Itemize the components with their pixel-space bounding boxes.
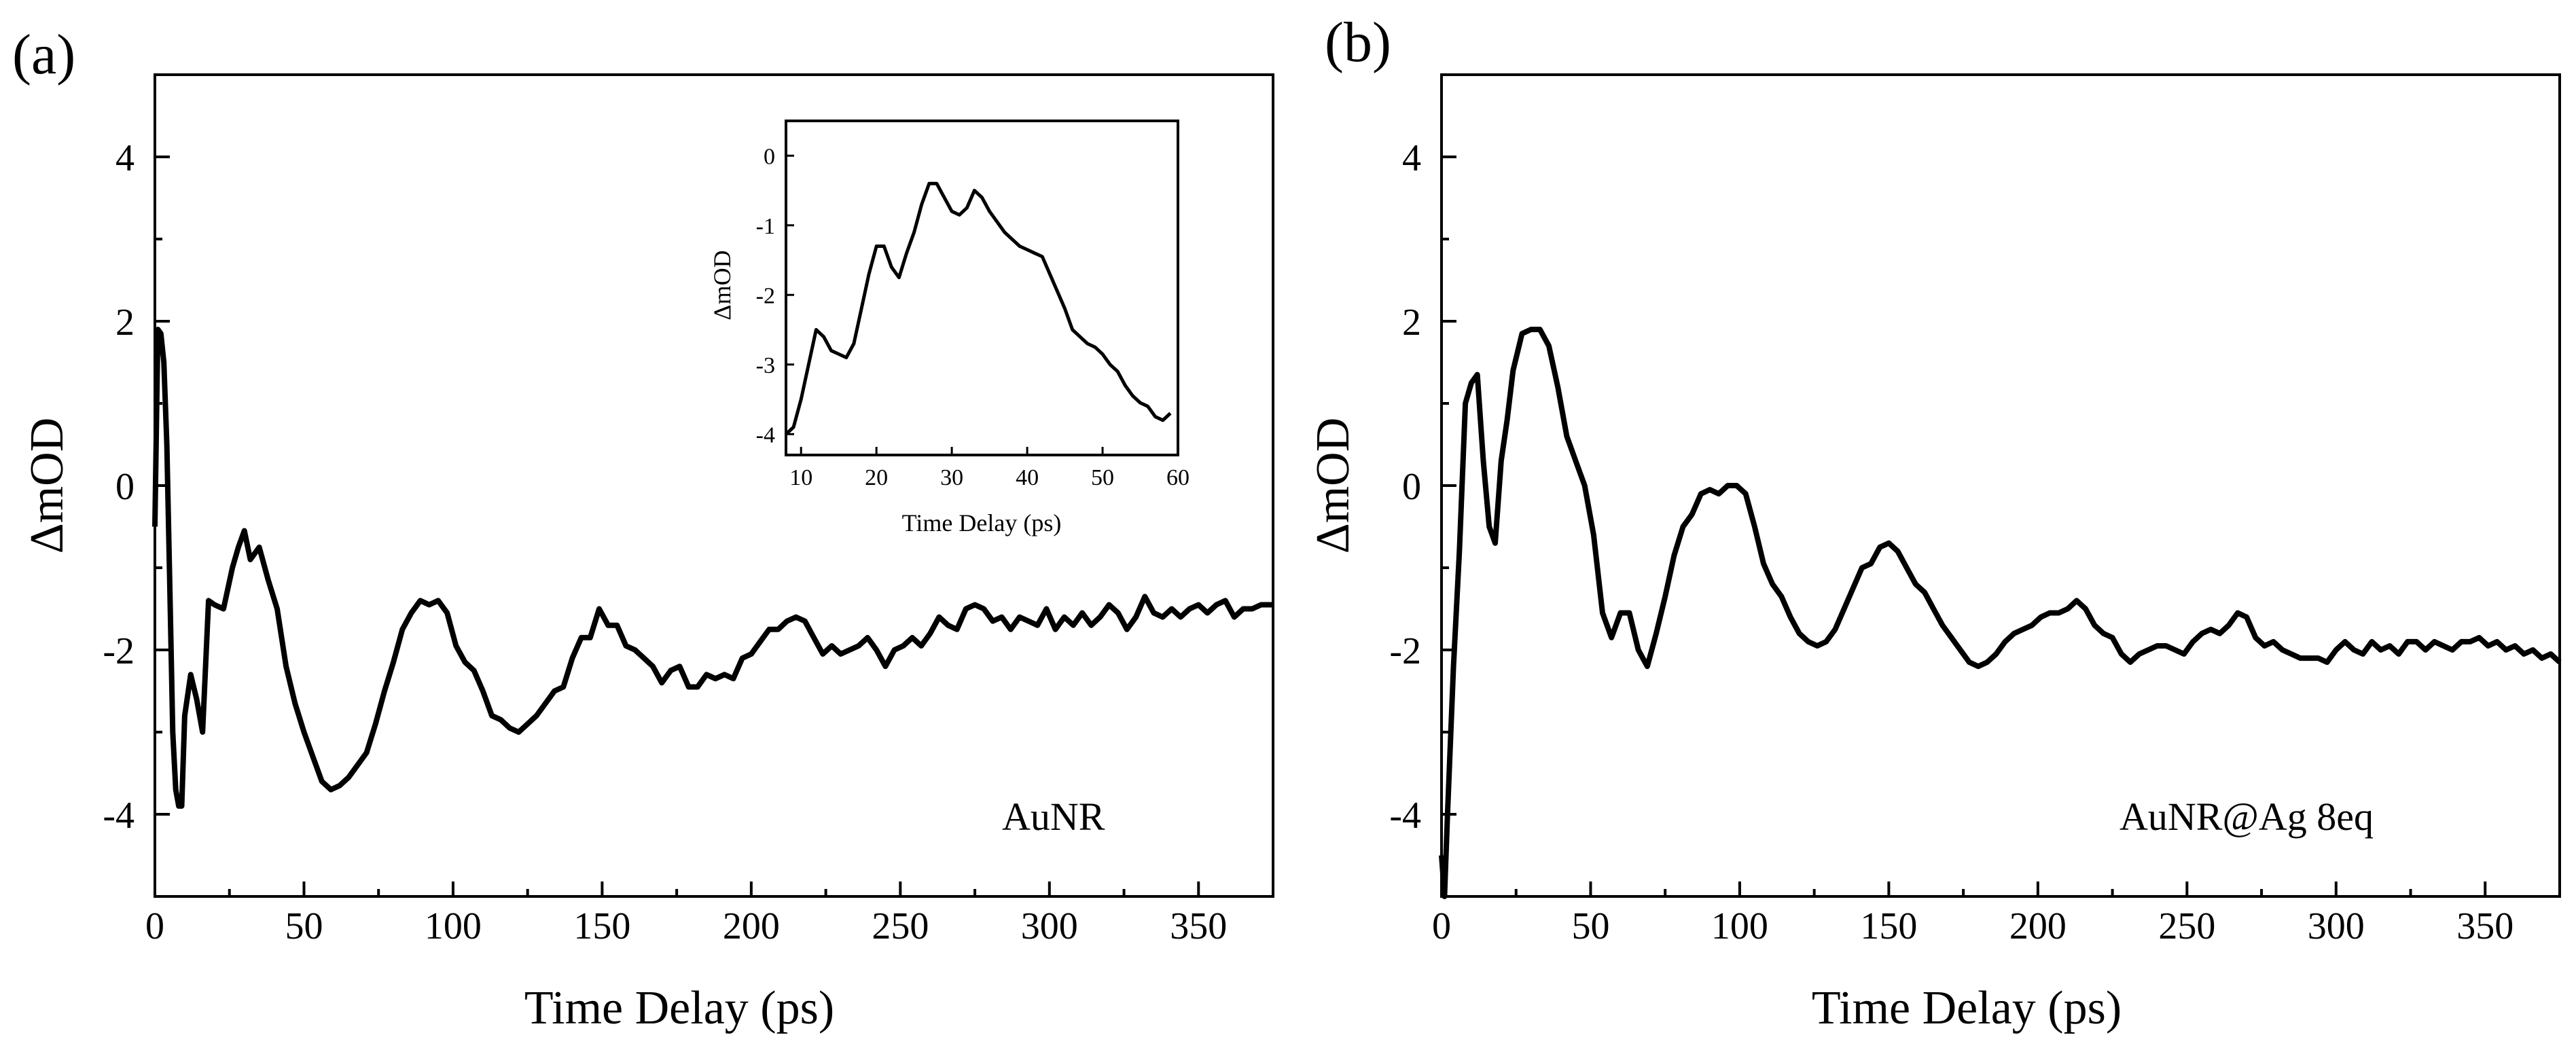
panel-b-data-line bbox=[1439, 327, 2562, 899]
panel-b-annotation: AuNR@Ag 8eq bbox=[2119, 795, 2374, 839]
inset-plot: 10 20 30 40 50 60 0 -1 -2 -3 -4 Time Delay (ps) Δ… bbox=[709, 120, 1189, 537]
panel-a-x-tick-label: 150 bbox=[573, 905, 630, 947]
panel-a-y-tick-label: 2 bbox=[115, 302, 135, 344]
panel-a-annotation: AuNR bbox=[1002, 795, 1105, 839]
inset-x-tick-label: 60 bbox=[1166, 465, 1189, 490]
inset-y-tick-label: -1 bbox=[756, 214, 775, 239]
panel-a-y-tick-label: -2 bbox=[103, 630, 135, 672]
panel-a-y-tick-label: 0 bbox=[115, 466, 135, 508]
panel-a-y-axis-title: ΔmOD bbox=[21, 418, 73, 554]
inset-data-line bbox=[785, 181, 1172, 436]
panel-b-x-tick-label: 200 bbox=[2009, 905, 2067, 947]
panel-b-x-axis-title: Time Delay (ps) bbox=[1812, 982, 2122, 1034]
panel-a-x-tick-label: 100 bbox=[425, 905, 482, 947]
inset-x-tick-label: 20 bbox=[865, 465, 888, 490]
panel-a-data-line bbox=[152, 327, 1273, 809]
panel-b-x-tick-label: 300 bbox=[2308, 905, 2365, 947]
panel-a-x-ticks: 0 50 100 150 200 250 300 350 bbox=[145, 882, 1274, 947]
panel-b-y-tick-label: 4 bbox=[1402, 137, 1421, 179]
panel-a-y-tick-label: 4 bbox=[115, 137, 135, 179]
inset-y-ticks: 0 -1 -2 -3 -4 bbox=[756, 144, 794, 448]
panel-b-x-tick-label: 250 bbox=[2158, 905, 2215, 947]
inset-x-tick-label: 30 bbox=[940, 465, 963, 490]
panel-b-y-tick-label: -2 bbox=[1389, 630, 1421, 672]
panel-b-frame bbox=[1440, 73, 2561, 898]
panel-b-x-ticks: 0 50 100 150 200 250 300 350 bbox=[1432, 882, 2561, 947]
panel-a-x-tick-label: 50 bbox=[285, 905, 323, 947]
panel-a-x-tick-label: 0 bbox=[145, 905, 164, 947]
panel-a-label: (a) bbox=[12, 23, 75, 86]
panel-a-x-tick-label: 200 bbox=[723, 905, 780, 947]
panel-b-y-tick-label: 0 bbox=[1402, 466, 1421, 508]
inset-y-tick-label: 0 bbox=[764, 144, 775, 169]
panel-b-y-axis-title: ΔmOD bbox=[1307, 418, 1359, 554]
panel-b-x-tick-label: 50 bbox=[1571, 905, 1609, 947]
inset-y-axis-title: ΔmOD bbox=[709, 250, 736, 320]
panel-b-x-tick-label: 0 bbox=[1432, 905, 1451, 947]
panel-a-y-ticks: -4 -2 0 2 4 bbox=[103, 137, 170, 837]
inset-x-tick-label: 10 bbox=[789, 465, 812, 490]
panel-b-label: (b) bbox=[1325, 11, 1391, 74]
inset-frame bbox=[785, 120, 1179, 456]
inset-x-ticks: 10 20 30 40 50 60 bbox=[789, 447, 1189, 490]
panel-a-y-tick-label: -4 bbox=[103, 795, 135, 837]
panel-b-x-tick-label: 150 bbox=[1860, 905, 1917, 947]
panel-b-plot: 0 50 100 150 200 250 300 350 -4 -2 0 2 4 Time Delay… bbox=[1307, 73, 2562, 1034]
panel-b-y-ticks: -4 -2 0 2 4 bbox=[1389, 137, 1456, 837]
inset-x-tick-label: 40 bbox=[1016, 465, 1039, 490]
panel-a-x-tick-label: 250 bbox=[872, 905, 929, 947]
inset-y-tick-label: -4 bbox=[756, 422, 775, 448]
inset-y-tick-label: -2 bbox=[756, 283, 775, 308]
panel-b: (b) 0 50 100 150 200 250 300 350 -4 -2 0 2 4 Time D… bbox=[1307, 11, 2562, 1034]
inset-x-axis-title: Time Delay (ps) bbox=[902, 509, 1062, 537]
panel-b-x-tick-label: 350 bbox=[2456, 905, 2514, 947]
inset-x-tick-label: 50 bbox=[1091, 465, 1114, 490]
panel-a-x-axis-title: Time Delay (ps) bbox=[524, 982, 834, 1034]
panel-b-y-tick-label: 2 bbox=[1402, 302, 1421, 344]
panel-a-x-tick-label: 350 bbox=[1170, 905, 1227, 947]
inset-y-tick-label: -3 bbox=[756, 353, 775, 378]
panel-b-x-tick-label: 100 bbox=[1711, 905, 1768, 947]
panel-b-y-tick-label: -4 bbox=[1389, 795, 1421, 837]
panel-a-x-tick-label: 300 bbox=[1021, 905, 1078, 947]
